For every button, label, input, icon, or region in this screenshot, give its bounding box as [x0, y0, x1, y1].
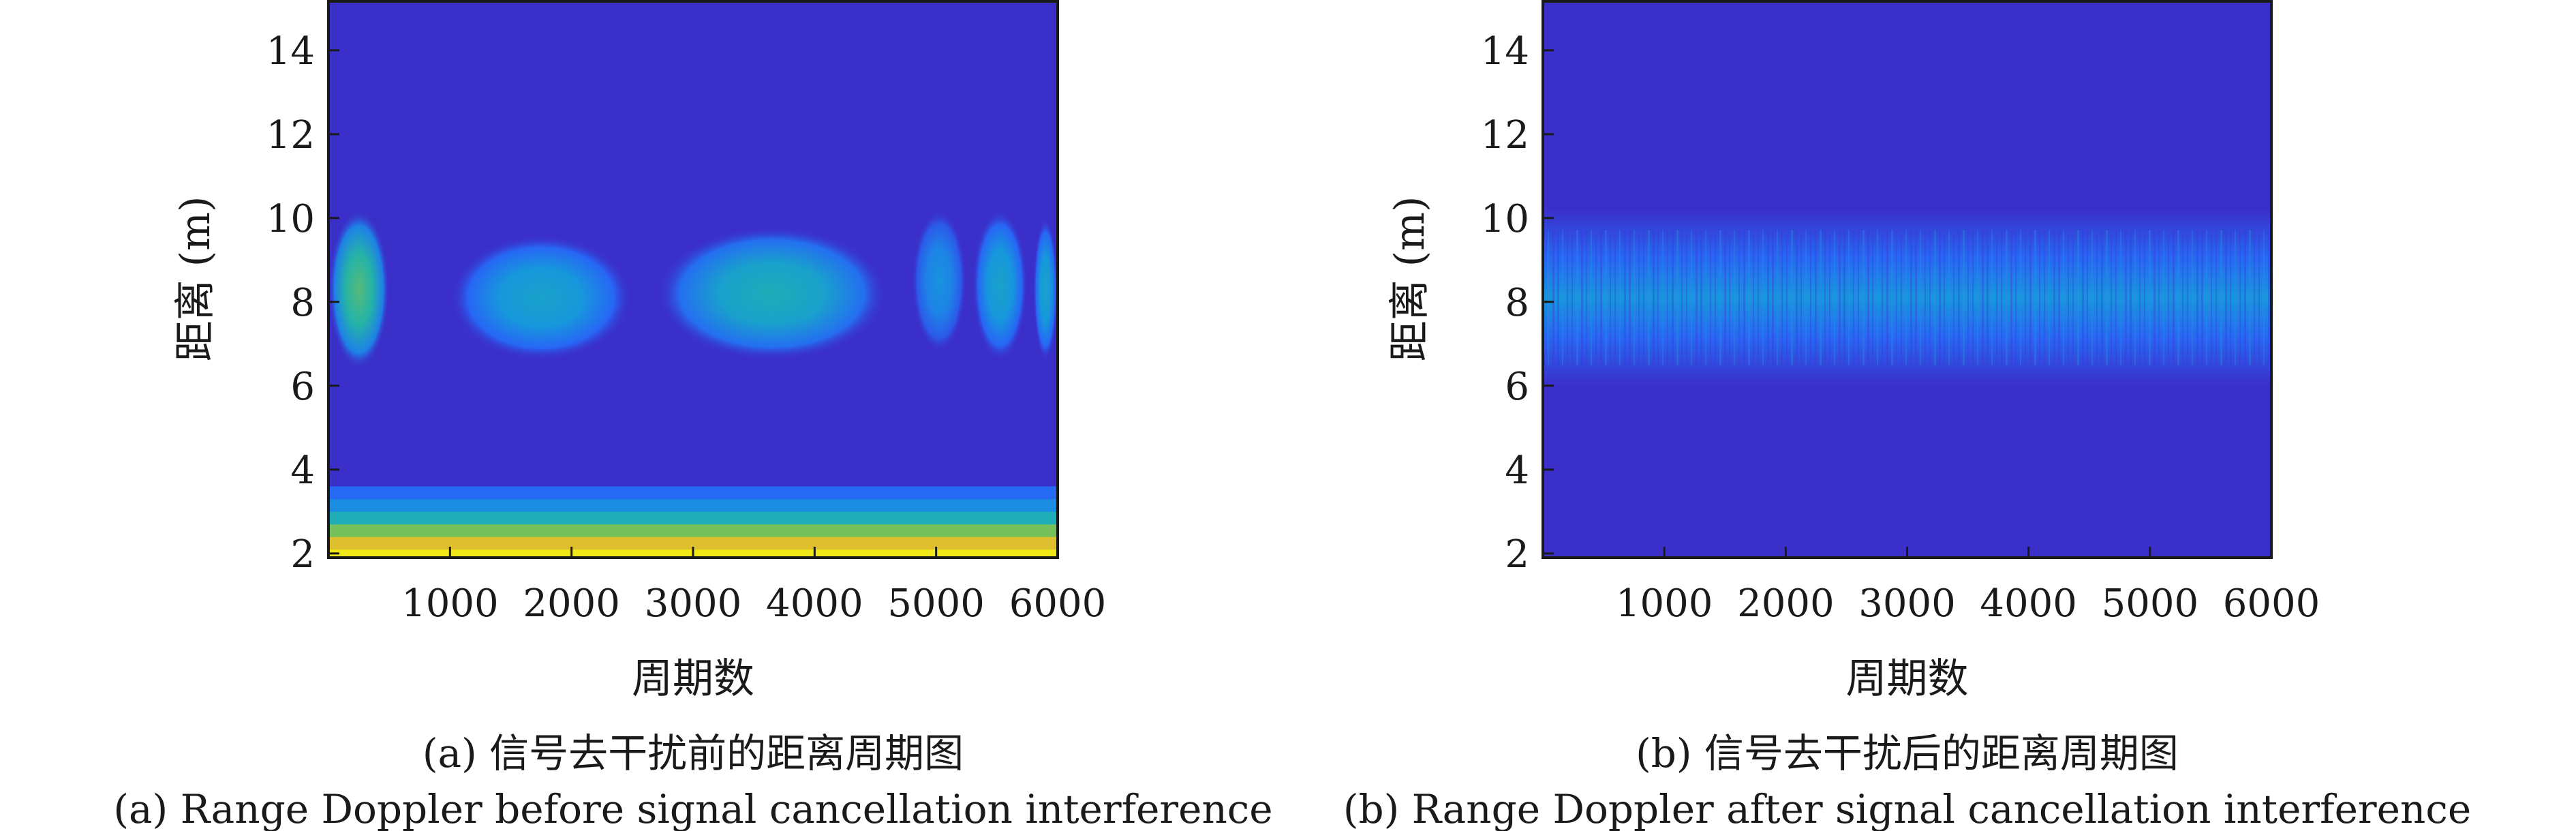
y-tick-label: 6: [290, 365, 315, 409]
y-tick-label: 14: [1481, 29, 1529, 74]
y-axis-label-a: 距离 (m): [172, 196, 219, 362]
x-ticks-a: 1000 2000 3000 4000 5000 6000: [401, 547, 1106, 626]
heatmap-blob: [912, 209, 967, 352]
x-tick-label: 4000: [766, 581, 863, 626]
y-ticks-b: 2 4 6 8 10 12 14: [1481, 29, 1554, 577]
heatmap-blob: [1033, 217, 1058, 361]
heatmap-plot-a: [328, 0, 1058, 558]
heatmap-band: [1543, 209, 2271, 386]
x-tick-label: 6000: [2223, 581, 2320, 626]
x-ticks-b: 1000 2000 3000 4000 5000 6000: [1616, 547, 2320, 626]
y-tick-label: 14: [266, 29, 315, 74]
x-tick-label: 3000: [1858, 581, 1956, 626]
y-tick-label: 2: [1505, 532, 1529, 577]
x-tick-label: 3000: [645, 581, 742, 626]
y-ticks-a: 2 4 6 8 10 12 14: [266, 29, 339, 577]
y-tick-label: 2: [290, 532, 315, 577]
heatmap-band: [328, 524, 1058, 537]
heatmap-plot-b: [1543, 0, 2271, 558]
x-tick-label: 1000: [401, 581, 499, 626]
caption-zh-a: (a) 信号去干扰前的距离周期图: [423, 730, 964, 776]
x-axis-label-a: 周期数: [632, 655, 754, 703]
y-tick-label: 6: [1505, 365, 1529, 409]
x-tick-label: 1000: [1616, 581, 1713, 626]
caption-zh-b: (b) 信号去干扰后的距离周期图: [1636, 730, 2179, 776]
heatmap-band: [328, 486, 1058, 500]
heatmap-blob: [972, 209, 1028, 361]
caption-en-a: (a) Range Doppler before signal cancella…: [113, 786, 1272, 831]
y-tick-label: 8: [1505, 281, 1529, 325]
x-tick-label: 5000: [887, 581, 985, 626]
heatmap-blob: [450, 235, 632, 361]
y-tick-label: 4: [290, 449, 315, 493]
heatmap-band: [328, 498, 1058, 512]
heatmap-blob: [656, 226, 888, 361]
y-tick-label: 4: [1505, 449, 1529, 493]
x-axis-label-b: 周期数: [1846, 655, 1969, 703]
x-tick-label: 2000: [523, 581, 620, 626]
y-tick-label: 12: [266, 113, 315, 157]
heatmap-band: [328, 537, 1058, 550]
y-tick-label: 12: [1481, 113, 1529, 157]
y-tick-label: 8: [290, 281, 315, 325]
y-axis-label-b: 距离 (m): [1386, 196, 1434, 362]
heatmap-striations: [1543, 230, 2270, 365]
y-tick-label: 10: [1481, 197, 1529, 241]
x-tick-label: 6000: [1009, 581, 1107, 626]
heatmap-blob: [328, 209, 390, 369]
heatmap-band: [328, 511, 1058, 525]
x-tick-label: 5000: [2102, 581, 2199, 626]
x-tick-label: 2000: [1737, 581, 1835, 626]
x-tick-label: 4000: [1980, 581, 2077, 626]
caption-en-b: (b) Range Doppler after signal cancellat…: [1343, 786, 2471, 831]
y-tick-label: 10: [266, 197, 315, 241]
